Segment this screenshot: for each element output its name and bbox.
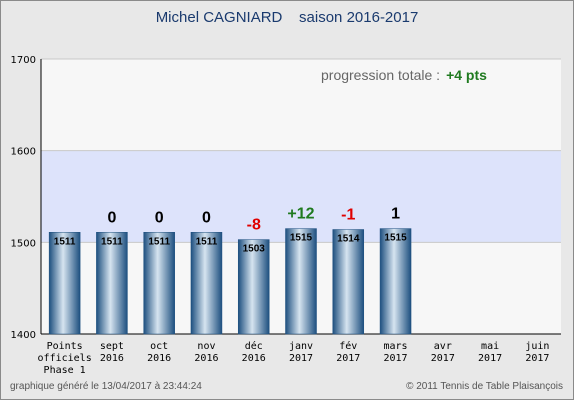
x-tick-label: déc 2016 [242, 340, 266, 364]
bar-value-label: 1511 [101, 236, 123, 247]
y-tick-label: 1500 [11, 238, 36, 249]
bar-value-label: 1515 [384, 233, 407, 244]
progression-value: +4 pts [446, 67, 487, 83]
bar-delta-label: 0 [107, 209, 116, 226]
bar-delta-label: -1 [341, 207, 355, 224]
x-tick-label: mars 2017 [383, 341, 407, 364]
bar-delta-label: 1 [391, 206, 400, 223]
bar-delta-label: 0 [155, 209, 164, 226]
y-tick-label: 1700 [11, 55, 36, 66]
bar-value-label: 1511 [54, 236, 76, 247]
x-tick-label: oct 2016 [147, 341, 171, 364]
progression-total: progression totale : +4 pts [321, 67, 487, 83]
bar-value-label: 1511 [196, 236, 218, 247]
x-tick-label: mai 2017 [478, 341, 502, 364]
x-tick-label: juin 2017 [525, 341, 549, 364]
bar-delta-label: 0 [202, 209, 211, 226]
x-tick-label: Points officiels Phase 1 [38, 341, 92, 376]
bar-value-label: 1514 [337, 234, 360, 245]
x-tick-label: sept 2016 [100, 341, 124, 364]
x-tick-label: fév 2017 [336, 340, 360, 364]
progression-label: progression totale : [321, 67, 441, 83]
bar-value-label: 1515 [290, 233, 313, 244]
highlight-band [41, 150, 561, 243]
bar-delta-label: +12 [287, 206, 314, 223]
bar [96, 232, 128, 335]
bar [237, 239, 270, 335]
bar [379, 228, 412, 335]
x-tick-label: avr 2017 [431, 341, 455, 364]
x-tick-label: janv 2017 [289, 341, 313, 364]
bar-delta-label: -8 [247, 217, 261, 234]
y-tick-label: 1600 [11, 147, 36, 158]
bar [190, 232, 223, 335]
bar-value-label: 1511 [148, 236, 170, 247]
copyright: © 2011 Tennis de Table Plaisançois [406, 381, 563, 392]
chart-title: Michel CAGNIARD saison 2016-2017 [155, 9, 419, 26]
generated-timestamp: graphique généré le 13/04/2017 à 23:44:2… [10, 381, 202, 392]
bar [332, 229, 365, 335]
bar-value-label: 1503 [243, 244, 266, 255]
bar [48, 232, 81, 335]
x-tick-label: nov 2016 [194, 341, 218, 364]
bar [143, 232, 175, 335]
y-tick-label: 1400 [11, 330, 36, 341]
bar [285, 228, 317, 335]
